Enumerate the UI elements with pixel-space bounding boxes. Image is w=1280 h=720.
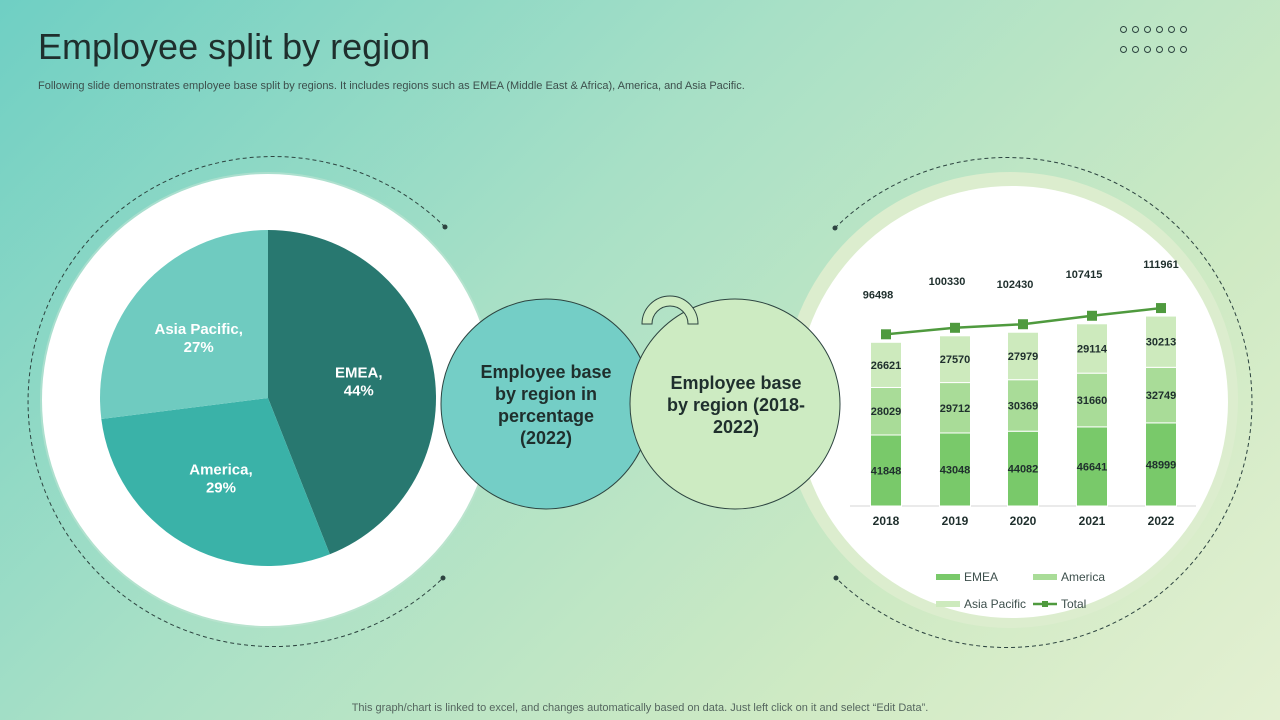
total-point	[1087, 310, 1097, 321]
total-point	[1156, 303, 1166, 314]
bar-segment	[870, 341, 902, 388]
pie-slice	[268, 230, 436, 555]
bar-value-label: 44082	[1008, 464, 1039, 476]
bar-segment	[939, 432, 971, 507]
bar-value-label: 28029	[871, 406, 902, 418]
pie-slice	[101, 398, 330, 566]
center-left-label: Employee base by region in percentage (2…	[480, 362, 612, 448]
legend-label: Asia Pacific	[964, 597, 1026, 611]
pie-slice-value: 29%	[206, 480, 236, 497]
pie-slice-label: America,	[189, 462, 252, 479]
page-title: Employee split by region	[38, 26, 431, 67]
total-value-label: 100330	[929, 276, 966, 288]
total-point	[950, 322, 960, 333]
bar-value-label: 26621	[871, 360, 902, 372]
x-tick-label: 2019	[942, 514, 969, 528]
bar-value-label: 43048	[940, 464, 971, 476]
bar-value-label: 41848	[871, 466, 902, 478]
bar-value-label: 30213	[1146, 337, 1177, 349]
x-tick-label: 2018	[873, 514, 900, 528]
bar-value-label: 46641	[1077, 461, 1108, 473]
bar-segment	[1076, 372, 1108, 428]
pie-dashed-arc	[27, 156, 446, 647]
bar-segment	[1145, 315, 1177, 368]
x-tick-label: 2020	[1010, 514, 1037, 528]
bar-segment	[1007, 379, 1039, 432]
center-right-bubble	[629, 298, 841, 510]
bar-segment	[1145, 366, 1177, 424]
stacked-bar-chart: 41848 28029 26621 2018 43048 29712 27570 2019 44…	[850, 259, 1196, 611]
bar-segment	[870, 386, 902, 436]
total-value-label: 111961	[1143, 259, 1179, 271]
bar-value-label: 27570	[940, 354, 971, 366]
bar-value-label: 48999	[1146, 459, 1177, 471]
legend-swatch	[1033, 574, 1057, 580]
x-tick-label: 2021	[1079, 514, 1106, 528]
arc-dot	[440, 575, 446, 581]
pie-slice-label: EMEA,	[335, 365, 383, 382]
pie-slice-label: Asia Pacific,	[154, 321, 242, 338]
legend-swatch	[936, 574, 960, 580]
total-value-label: 102430	[997, 279, 1034, 291]
page-subtitle: Following slide demonstrates employee ba…	[38, 80, 745, 92]
legend-label: America	[1061, 570, 1105, 584]
bar-value-label: 32749	[1146, 390, 1177, 402]
pie-slice	[100, 230, 269, 420]
pie-slice-value: 44%	[344, 383, 374, 400]
footnote: This graph/chart is linked to excel, and…	[351, 702, 929, 714]
legend-label: Total	[1061, 597, 1086, 611]
bar-dashed-arc	[834, 157, 1253, 648]
total-value-label: 96498	[863, 289, 894, 301]
pie-slice-value: 27%	[184, 339, 214, 356]
legend-swatch	[936, 601, 960, 607]
pie-chart: EMEA,44% America,29% Asia Pacific,27%	[100, 230, 436, 566]
arc-dot	[442, 224, 448, 230]
x-tick-label: 2022	[1148, 514, 1175, 528]
bar-segment	[1007, 331, 1039, 381]
bar-value-label: 30369	[1008, 400, 1039, 412]
arc-dot	[833, 575, 839, 581]
total-point	[881, 329, 891, 340]
center-right-label: Employee base by region (2018- 2022)	[666, 373, 806, 437]
total-point	[1018, 319, 1028, 330]
legend-swatch-marker	[1042, 601, 1048, 607]
bar-segment	[1076, 323, 1108, 374]
bar-segment	[939, 382, 971, 434]
arc-dot	[832, 225, 838, 231]
bar-value-label: 29712	[940, 403, 971, 415]
total-value-label: 107415	[1066, 269, 1103, 281]
connector-arch	[641, 295, 699, 325]
bar-segment	[939, 335, 971, 384]
bar-value-label: 31660	[1077, 395, 1108, 407]
legend-label: EMEA	[964, 570, 998, 584]
bar-segment	[1145, 422, 1177, 507]
bar-value-label: 27979	[1008, 351, 1039, 363]
bar-value-label: 29114	[1077, 343, 1108, 355]
bar-segment	[870, 434, 902, 507]
decorative-dots	[1120, 26, 1192, 66]
